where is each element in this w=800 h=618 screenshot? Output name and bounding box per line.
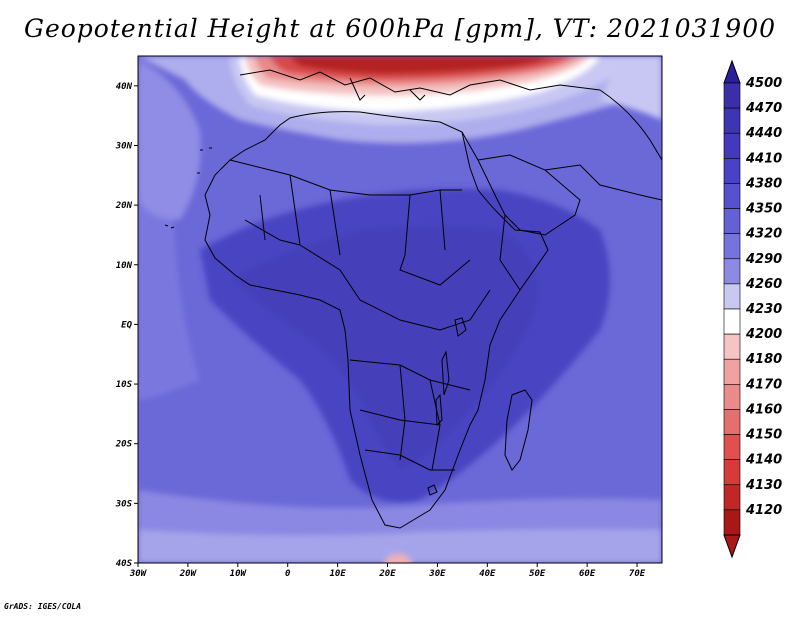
colorbar-level-label: 4150 xyxy=(745,428,782,443)
colorbar-level-label: 4180 xyxy=(745,352,782,367)
colorbar-swatch xyxy=(723,183,741,209)
colorbar-swatch xyxy=(723,308,741,335)
colorbar-swatch xyxy=(723,82,741,109)
lon-tick-label: 60E xyxy=(579,569,596,579)
colorbar-level-label: 4260 xyxy=(745,277,782,292)
colorbar-swatch xyxy=(723,409,741,435)
lon-tick-label: 0 xyxy=(285,569,291,579)
colorbar-level-label: 4130 xyxy=(745,478,782,493)
colorbar-swatch xyxy=(723,132,741,159)
colorbar-swatch xyxy=(723,158,741,184)
lat-tick-label: 40S xyxy=(116,559,133,569)
colorbar-level-label: 4170 xyxy=(745,377,782,392)
colorbar-swatch xyxy=(723,107,741,134)
colorbar-swatch xyxy=(723,434,741,460)
colorbar-swatch xyxy=(723,509,741,536)
lat-tick-label: EQ xyxy=(121,320,132,330)
lat-tick-label: 40N xyxy=(116,82,133,92)
colorbar-swatch xyxy=(723,333,741,360)
colorbar-swatch xyxy=(723,384,741,410)
colorbar-bottom-arrow xyxy=(723,534,741,559)
lon-tick-label: 30E xyxy=(428,569,446,579)
colorbar-level-label: 4230 xyxy=(745,302,782,317)
lon-tick-label: 10E xyxy=(329,569,346,579)
lon-tick-label: 20W xyxy=(179,569,198,579)
lat-tick-label: 10N xyxy=(116,261,133,271)
lon-tick-label: 70E xyxy=(629,569,646,579)
colorbar-swatch xyxy=(723,258,741,285)
lat-tick-label: 20S xyxy=(115,440,133,450)
colorbar-swatch xyxy=(723,484,741,511)
colorbar-level-label: 4410 xyxy=(745,151,782,166)
lat-tick-label: 10S xyxy=(116,380,133,390)
colorbar-level-label: 4320 xyxy=(745,227,782,242)
lat-tick-label: 30S xyxy=(115,499,133,509)
colorbar-swatch xyxy=(723,459,741,486)
colorbar-swatch xyxy=(723,283,741,310)
lon-tick-label: 40E xyxy=(479,569,496,579)
lat-tick-label: 20N xyxy=(115,201,133,211)
colorbar-top-arrow xyxy=(723,59,741,84)
colorbar-level-label: 4350 xyxy=(745,202,782,217)
colorbar-level-label: 4120 xyxy=(745,503,782,518)
colorbar-level-label: 4290 xyxy=(745,252,782,267)
map-frame xyxy=(137,55,663,564)
colorbar-swatch xyxy=(723,208,741,234)
grads-credit: GrADS: IGES/COLA xyxy=(4,602,82,611)
lon-tick-label: 30W xyxy=(129,569,148,579)
map-title: Geopotential Height at 600hPa [gpm], VT:… xyxy=(23,14,777,43)
latitude-axis: 40N 30N 20N 10N EQ 10S 20S 30S 40S xyxy=(115,82,138,569)
colorbar-level-label: 4380 xyxy=(745,176,782,191)
lon-tick-label: 50E xyxy=(529,569,546,579)
colorbar-swatch xyxy=(723,233,741,260)
colorbar-level-label: 4160 xyxy=(745,402,782,417)
colorbar-swatch xyxy=(723,358,741,385)
contour-field xyxy=(138,56,662,563)
colorbar-level-label: 4500 xyxy=(745,76,782,91)
colorbar-level-label: 4200 xyxy=(745,327,782,342)
colorbar-level-label: 4140 xyxy=(745,453,782,468)
lat-tick-label: 30N xyxy=(115,141,133,151)
lon-tick-label: 20E xyxy=(378,569,396,579)
longitude-axis: 30W 20W 10W 0 10E 20E 30E 40E 50E 60E 70E xyxy=(129,563,646,579)
colorbar-level-label: 4440 xyxy=(745,126,782,141)
colorbar: 4500 4470 4440 4410 4380 4350 4320 4290 4260 4230… xyxy=(723,59,782,559)
lon-tick-label: 10W xyxy=(230,569,248,579)
coastlines xyxy=(164,69,662,529)
colorbar-level-label: 4470 xyxy=(745,101,782,116)
